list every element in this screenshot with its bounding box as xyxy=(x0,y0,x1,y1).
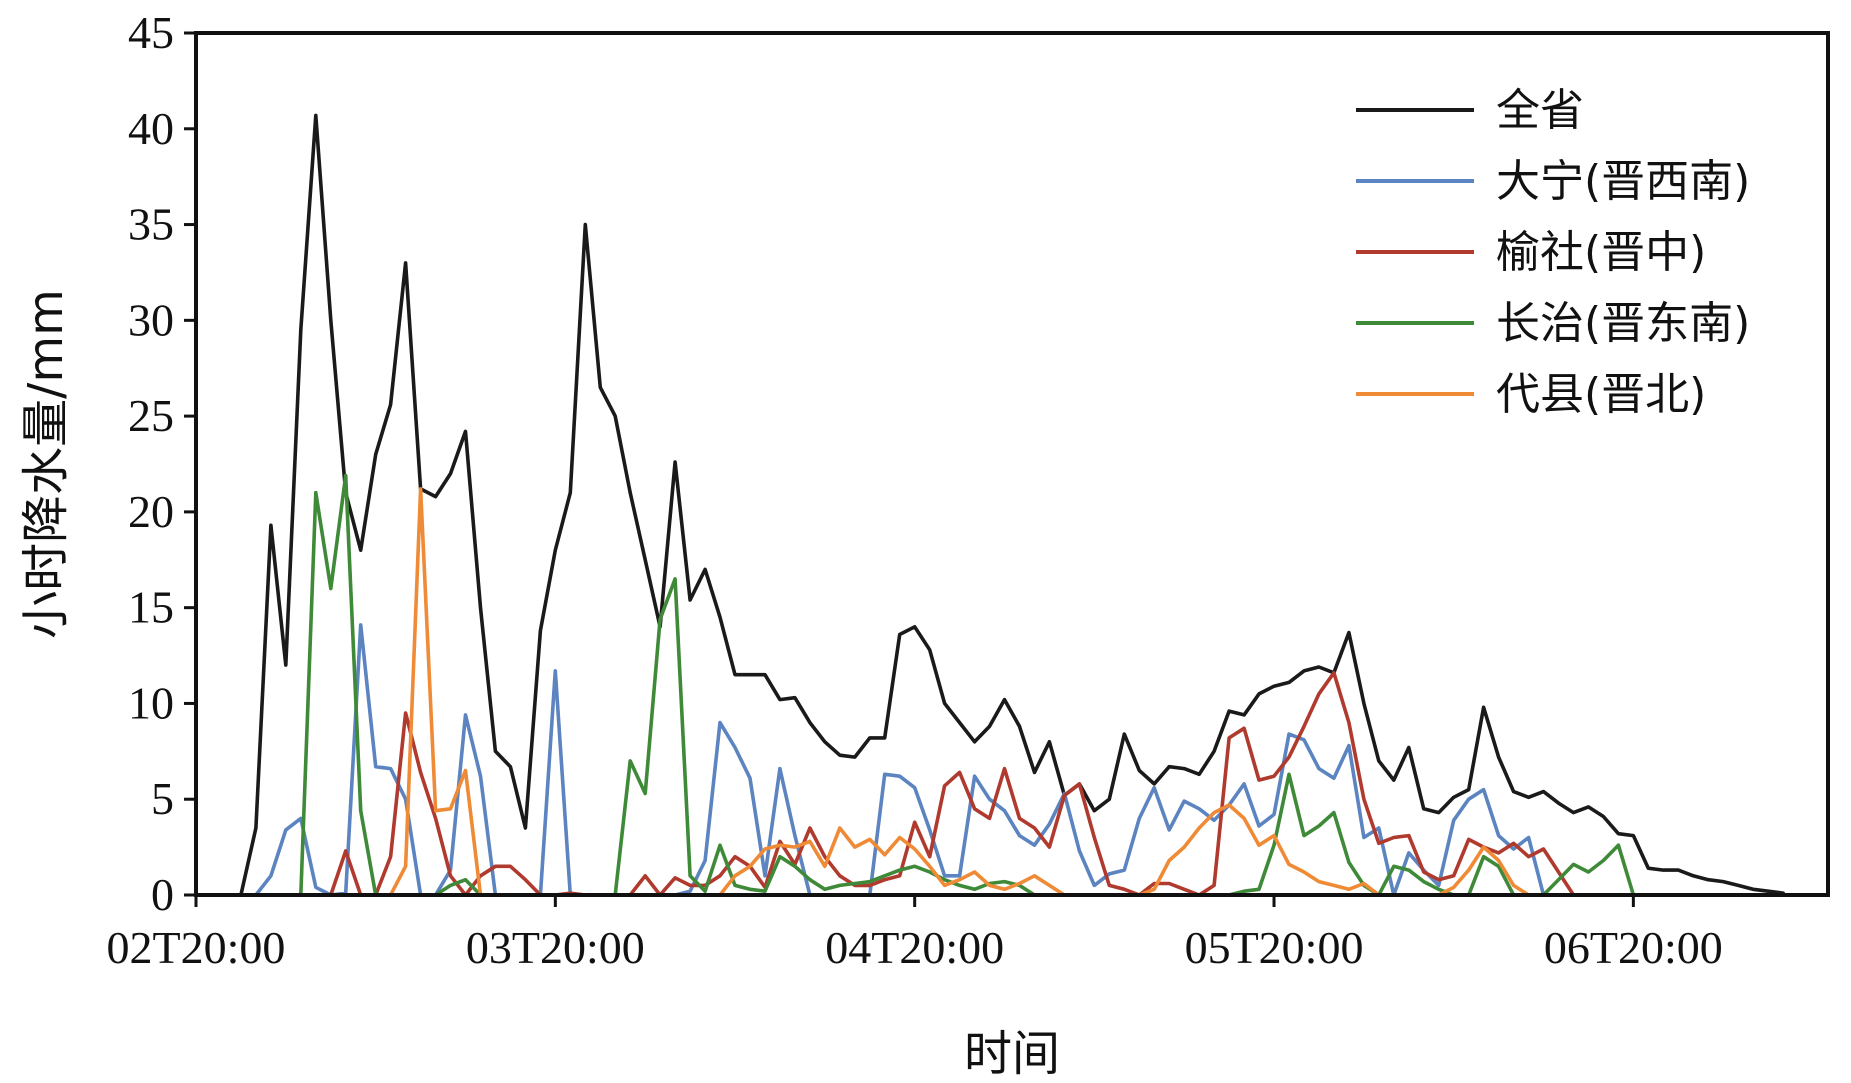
x-tick-label-2: 04T20:00 xyxy=(825,922,1004,973)
y-tick-label-5: 25 xyxy=(128,390,174,441)
y-tick-label-1: 5 xyxy=(151,773,174,824)
y-tick-label-4: 20 xyxy=(128,486,174,537)
series-line-2 xyxy=(194,670,1830,897)
legend-label-3: 长治(晋东南) xyxy=(1496,298,1750,349)
y-tick-label-2: 10 xyxy=(128,677,174,728)
legend-label-4: 代县(晋北) xyxy=(1496,369,1706,420)
legend-label-1: 大宁(晋西南) xyxy=(1496,156,1750,207)
y-tick-label-6: 30 xyxy=(128,294,174,345)
x-axis-title: 时间 xyxy=(964,1026,1060,1082)
x-tick-label-0: 02T20:00 xyxy=(107,922,286,973)
y-tick-label-7: 35 xyxy=(128,199,174,250)
x-tick-label-4: 06T20:00 xyxy=(1544,922,1723,973)
x-tick-label-3: 05T20:00 xyxy=(1185,922,1364,973)
plot-frame xyxy=(194,31,1830,897)
y-axis-title: 小时降水量/mm xyxy=(18,289,74,639)
series-line-3 xyxy=(194,473,1830,897)
series-line-0 xyxy=(194,113,1785,897)
x-tick-label-1: 03T20:00 xyxy=(466,922,645,973)
y-tick-label-8: 40 xyxy=(128,103,174,154)
series-layer xyxy=(194,113,1830,897)
axes-layer: 0 5 10 15 20 25 30 35 40 45 02T20:00 03T20:00 04T20:… xyxy=(107,7,1723,973)
y-tick-label-9: 45 xyxy=(128,7,174,58)
y-tick-label-0: 0 xyxy=(151,869,174,920)
legend-label-0: 全省 xyxy=(1496,85,1584,136)
y-tick-label-3: 15 xyxy=(128,582,174,633)
series-line-1 xyxy=(194,623,1830,897)
legend-label-2: 榆社(晋中) xyxy=(1496,227,1706,278)
